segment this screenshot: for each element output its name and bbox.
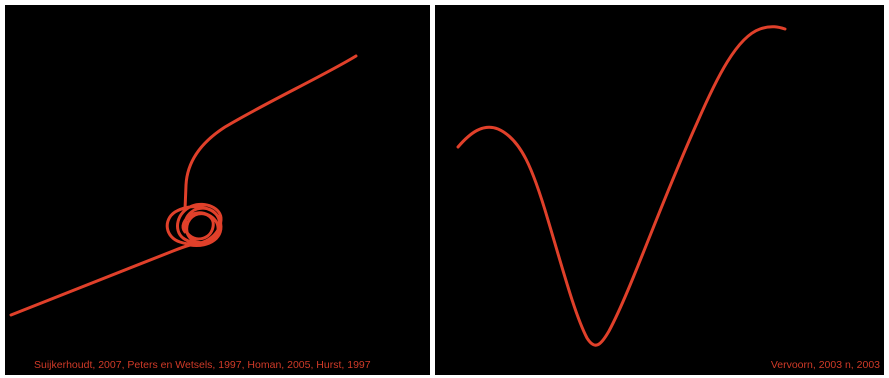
tangled-line-drawing: [9, 54, 358, 317]
upper-curve-segment: [183, 54, 358, 212]
left-panel: Suijkerhoudt, 2007, Peters en Wetsels, 1…: [5, 5, 430, 375]
lower-line-segment: [9, 243, 192, 317]
scribble-loops: [165, 202, 223, 247]
source-caption-right: Vervoorn, 2003 n, 2003: [770, 359, 880, 371]
right-panel: Vervoorn, 2003 n, 2003: [435, 5, 884, 375]
source-caption-left: Suijkerhoudt, 2007, Peters en Wetsels, 1…: [34, 359, 371, 371]
v-curve-drawing: [456, 25, 787, 347]
v-shaped-curve: [456, 25, 787, 347]
